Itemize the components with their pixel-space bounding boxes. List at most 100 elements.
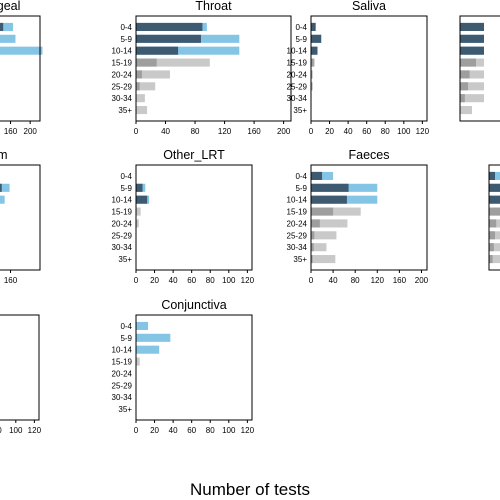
x-tick-label: 0 — [134, 127, 139, 136]
plot-frame — [459, 15, 500, 122]
x-tick-label: 40 — [161, 127, 170, 136]
x-tick-label: 160 — [4, 127, 18, 136]
bar-positive — [489, 171, 495, 180]
bar-total — [489, 243, 500, 252]
y-tick-label: 0-4 — [295, 172, 307, 181]
y-tick-label: 5-9 — [120, 184, 132, 193]
x-tick-label: 80 — [0, 426, 2, 435]
y-tick-label: 35+ — [293, 106, 307, 115]
bar-positive — [136, 58, 157, 67]
bar-total — [311, 231, 337, 240]
y-tick-label: 35+ — [293, 255, 307, 264]
plot-frame — [135, 314, 253, 421]
y-tick-label: 0-4 — [120, 172, 132, 181]
bar-positive — [460, 22, 484, 31]
x-tick-label: 60 — [187, 426, 196, 435]
panel-3 — [459, 15, 500, 122]
plot-frame — [310, 164, 428, 271]
x-tick-label: 80 — [351, 276, 360, 285]
x-tick-label: 20 — [150, 276, 159, 285]
bar-positive — [460, 70, 470, 79]
bar-total — [136, 357, 140, 366]
x-tick-label: 60 — [362, 127, 371, 136]
bar-total — [136, 46, 240, 55]
y-tick-label: 20-24 — [112, 369, 133, 378]
y-tick-label: 30-34 — [287, 94, 308, 103]
x-tick-label: 200 — [24, 127, 38, 136]
x-tick-label: 80 — [191, 127, 200, 136]
y-tick-label: 20-24 — [287, 219, 308, 228]
bar-positive — [311, 183, 349, 192]
y-tick-label: 20-24 — [112, 219, 133, 228]
plot-frame — [135, 164, 253, 271]
y-tick-label: 0-4 — [120, 23, 132, 32]
bar-positive — [0, 183, 2, 192]
bar-total — [460, 106, 472, 115]
y-tick-label: 20-24 — [287, 70, 308, 79]
y-tick-label: 25-29 — [112, 231, 133, 240]
y-tick-label: 10-14 — [112, 196, 133, 205]
y-tick-label: 25-29 — [112, 82, 133, 91]
x-tick-label: 40 — [329, 276, 338, 285]
bar-positive — [0, 22, 4, 31]
bar-positive — [489, 183, 500, 192]
bar-positive — [460, 94, 465, 103]
x-tick-label: 160 — [4, 276, 18, 285]
x-tick-label: 0 — [134, 276, 139, 285]
y-tick-label: 35+ — [118, 255, 132, 264]
panel-8: 020406080100120Urine — [0, 314, 42, 435]
bar-positive — [460, 46, 484, 55]
x-tick-label: 20 — [325, 127, 334, 136]
x-tick-label: 0 — [134, 426, 139, 435]
x-tick-label: 100 — [397, 127, 411, 136]
panel-title: Sputum — [0, 148, 8, 162]
bar-total — [311, 207, 361, 216]
x-tick-label: 200 — [415, 276, 429, 285]
y-tick-label: 10-14 — [112, 346, 133, 355]
x-tick-label: 120 — [371, 276, 385, 285]
panel-7 — [488, 164, 500, 271]
y-tick-label: 5-9 — [120, 35, 132, 44]
bar-positive — [489, 231, 495, 240]
x-tick-label: 120 — [28, 426, 42, 435]
x-tick-label: 0 — [309, 276, 314, 285]
x-tick-label: 80 — [206, 276, 215, 285]
bar-total — [136, 207, 141, 216]
bar-positive — [311, 171, 323, 180]
bar-total — [136, 106, 148, 115]
y-tick-label: 5-9 — [295, 184, 307, 193]
x-tick-label: 40 — [169, 276, 178, 285]
bar-total — [136, 219, 139, 228]
x-tick-label: 120 — [416, 127, 430, 136]
plot-frame — [135, 15, 292, 122]
bar-positive — [311, 231, 315, 240]
panel-4: 80120160Sputum — [0, 148, 41, 285]
x-tick-label: 160 — [247, 127, 261, 136]
x-tick-label: 160 — [393, 276, 407, 285]
plot-frame — [0, 15, 41, 122]
plot-frame — [0, 164, 41, 271]
panel-title: Other_LRT — [163, 148, 225, 162]
y-tick-label: 10-14 — [287, 196, 308, 205]
bar-positive — [460, 58, 476, 67]
y-tick-label: 25-29 — [112, 381, 133, 390]
panel-title: Faeces — [349, 148, 390, 162]
bar-positive — [489, 207, 500, 216]
x-tick-label: 100 — [9, 426, 23, 435]
bar-total — [460, 70, 484, 79]
bar-positive — [311, 46, 318, 55]
x-tick-label: 100 — [222, 276, 236, 285]
bar-total — [136, 345, 160, 354]
bar-total — [311, 255, 336, 264]
bar-positive — [311, 207, 334, 216]
bar-positive — [311, 34, 322, 43]
y-tick-label: 5-9 — [120, 334, 132, 343]
y-tick-label: 25-29 — [287, 231, 308, 240]
bar-total — [136, 70, 170, 79]
y-tick-label: 10-14 — [287, 47, 308, 56]
bar-positive — [311, 195, 347, 204]
y-tick-label: 15-19 — [112, 208, 133, 217]
y-tick-label: 0-4 — [120, 322, 132, 331]
bar-total — [0, 195, 5, 204]
